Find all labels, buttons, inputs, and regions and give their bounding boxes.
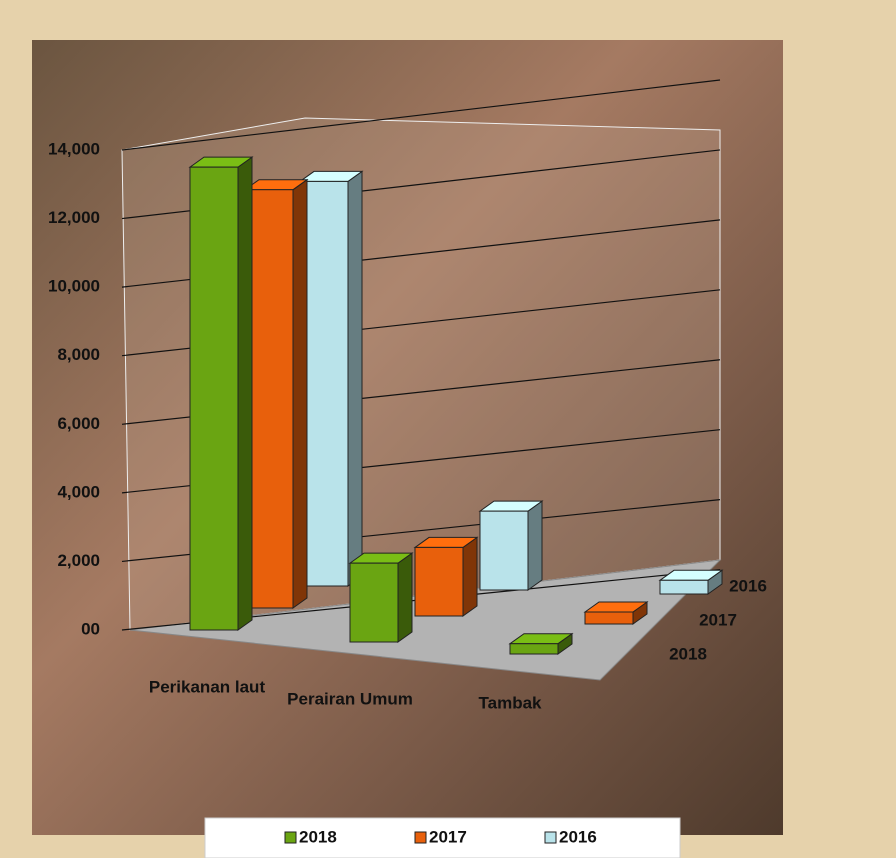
- grid-line: [121, 79, 721, 151]
- bar: [348, 552, 414, 643]
- y-tick-label: 14,000: [48, 139, 100, 158]
- bar: [478, 500, 544, 591]
- bar: [508, 632, 574, 655]
- legend-label: 2017: [429, 827, 467, 846]
- x-tick-label: Tambak: [479, 693, 543, 712]
- depth-label: 2017: [699, 610, 737, 629]
- bar-front: [659, 579, 709, 595]
- bar: [658, 569, 724, 595]
- bar-side: [527, 500, 543, 591]
- bar: [583, 601, 649, 625]
- y-tick-label: 2,000: [57, 551, 100, 570]
- legend-box: [204, 817, 681, 858]
- bar-side: [237, 156, 253, 631]
- bar-front: [299, 180, 349, 587]
- legend-label: 2018: [299, 827, 337, 846]
- legend-label: 2016: [559, 827, 597, 846]
- bar-front: [244, 189, 294, 609]
- bar: [298, 170, 364, 587]
- bar-side: [292, 178, 308, 609]
- bar-front: [349, 562, 399, 643]
- bar-side: [347, 170, 363, 587]
- y-tick-label: 8,000: [57, 345, 100, 364]
- bar: [413, 536, 479, 617]
- y-tick-label: 10,000: [48, 277, 100, 296]
- bar-front: [189, 166, 239, 631]
- bar: [243, 178, 309, 609]
- y-tick-label: 00: [81, 619, 100, 638]
- depth-label: 2018: [669, 644, 707, 663]
- bar: [188, 156, 254, 631]
- y-tick-label: 4,000: [57, 482, 100, 501]
- bar-front: [509, 643, 559, 655]
- x-tick-label: Perairan Umum: [287, 689, 413, 708]
- x-tick-label: Perikanan laut: [149, 677, 266, 696]
- chart-background: [32, 40, 783, 835]
- bar-front: [414, 546, 464, 617]
- legend-swatch: [284, 831, 297, 844]
- depth-label: 2016: [729, 576, 767, 595]
- legend-swatch: [544, 831, 557, 844]
- y-tick-label: 12,000: [48, 208, 100, 227]
- y-tick-label: 6,000: [57, 414, 100, 433]
- legend-swatch: [414, 831, 427, 844]
- bar-side: [462, 536, 478, 617]
- bar-front: [479, 510, 529, 591]
- bar-side: [397, 552, 413, 643]
- bar-front: [584, 611, 634, 625]
